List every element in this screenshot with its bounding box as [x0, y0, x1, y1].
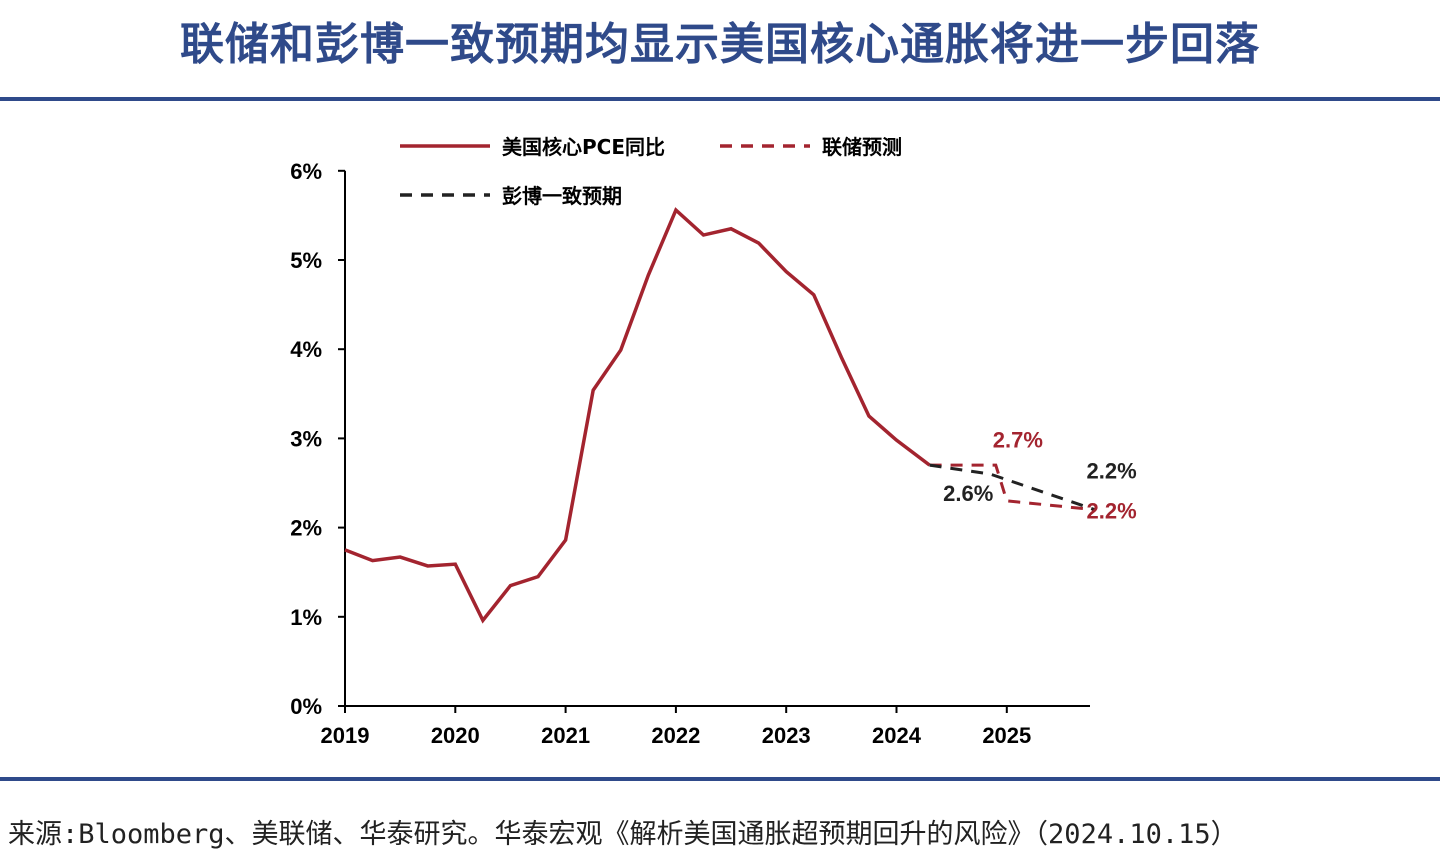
y-tick-label: 5%	[290, 248, 322, 273]
x-tick-label: 2025	[982, 723, 1031, 748]
y-tick-label: 0%	[290, 694, 322, 719]
x-tick-label: 2023	[762, 723, 811, 748]
data-label: 2.2%	[1087, 499, 1137, 524]
y-tick-label: 6%	[290, 159, 322, 184]
x-tick-label: 2019	[321, 723, 370, 748]
data-label: 2.7%	[993, 427, 1043, 452]
series-line-3	[929, 463, 1096, 512]
source-note: 来源:Bloomberg、美联储、华泰研究。华泰宏观《解析美国通胀超预期回升的风…	[8, 819, 1238, 850]
legend-label: 联储预测	[822, 135, 902, 159]
legend-label: 美国核心PCE同比	[502, 135, 665, 159]
top-divider	[0, 97, 1440, 101]
x-tick-label: 2021	[541, 723, 590, 748]
series-line-1	[344, 207, 931, 624]
x-tick-label: 2024	[872, 723, 922, 748]
y-tick-label: 4%	[290, 337, 322, 362]
x-tick-label: 2020	[431, 723, 480, 748]
data-label: 2.6%	[943, 481, 993, 506]
data-label: 2.2%	[1087, 459, 1137, 484]
y-tick-label: 3%	[290, 426, 322, 451]
x-tick-label: 2022	[651, 723, 700, 748]
y-tick-label: 2%	[290, 516, 322, 541]
bottom-divider	[0, 777, 1440, 781]
y-tick-label: 1%	[290, 605, 322, 630]
legend-label: 彭博一致预期	[502, 184, 622, 208]
series-line-2	[929, 463, 1096, 512]
page-title: 联储和彭博一致预期均显示美国核心通胀将进一步回落	[180, 19, 1260, 70]
